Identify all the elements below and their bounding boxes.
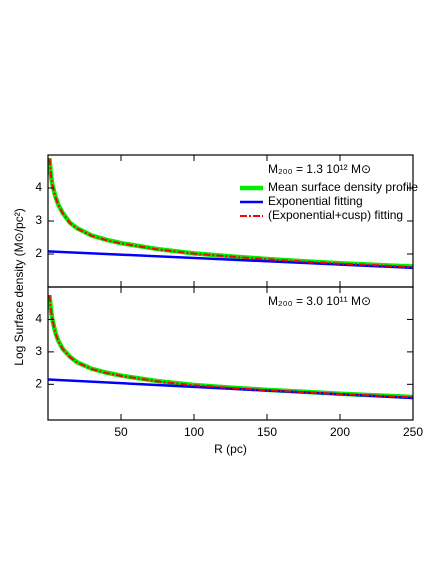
x-axis-label: R (pc) <box>214 442 247 456</box>
y-tick-label: 4 <box>35 312 42 326</box>
series-line <box>48 158 413 269</box>
x-tick-label: 250 <box>403 425 423 439</box>
legend-label: Exponential fitting <box>268 194 363 208</box>
series-line <box>48 250 413 270</box>
x-tick-label: 150 <box>257 425 277 439</box>
series-line <box>48 295 413 399</box>
legend-label: Mean surface density profile <box>268 180 418 194</box>
x-tick-label: 200 <box>330 425 350 439</box>
legend-label: (Exponential+cusp) fitting <box>268 208 403 222</box>
y-axis-label: Log Surface density (M⊙/pc²) <box>12 208 26 365</box>
plot-frame <box>47 286 414 421</box>
annotation: M₂₀₀ = 3.0 10¹¹ M⊙ <box>268 294 371 308</box>
annotation: M₂₀₀ = 1.3 10¹² M⊙ <box>268 162 371 176</box>
x-tick-label: 50 <box>114 425 128 439</box>
x-tick-label: 100 <box>184 425 204 439</box>
y-tick-label: 2 <box>35 246 42 260</box>
y-tick-label: 2 <box>35 376 42 390</box>
y-tick-label: 4 <box>35 180 42 194</box>
y-tick-label: 3 <box>35 344 42 358</box>
y-tick-label: 3 <box>35 213 42 227</box>
